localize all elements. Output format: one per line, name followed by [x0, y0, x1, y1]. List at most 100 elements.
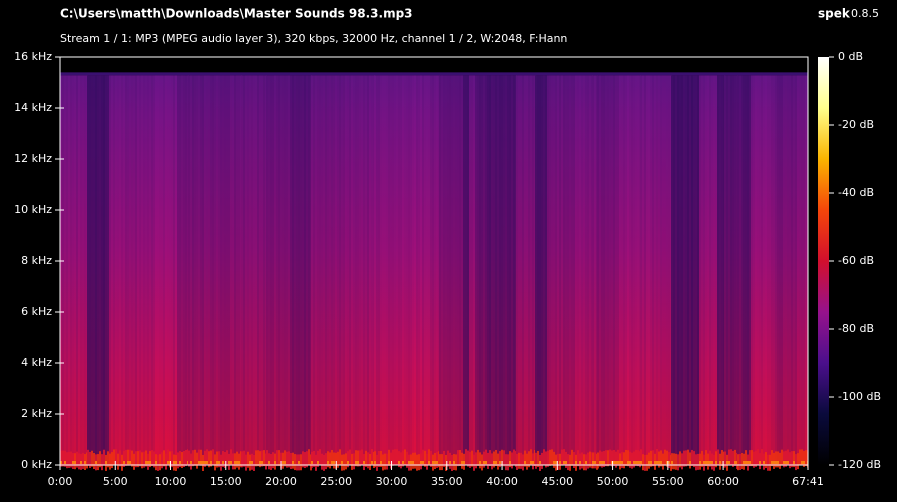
low-band-hot	[787, 461, 789, 464]
low-band	[524, 450, 526, 467]
low-band	[789, 452, 791, 469]
spectrum-shade	[621, 75, 623, 466]
spectrum-column	[153, 75, 155, 466]
y-tick-label: 8 kHz	[21, 254, 52, 267]
low-band	[169, 451, 171, 468]
y-tick-label: 10 kHz	[14, 203, 52, 216]
low-band-hot	[603, 461, 605, 464]
spectrum-shade	[795, 75, 797, 466]
low-band	[769, 454, 771, 471]
low-band	[380, 450, 382, 467]
low-band	[210, 450, 212, 467]
spectrum-column	[255, 75, 257, 466]
spectrum-column	[553, 75, 555, 466]
low-band	[185, 449, 187, 466]
spectrum-shade	[333, 75, 335, 466]
spectrum-shade	[739, 75, 741, 466]
low-band	[125, 449, 127, 466]
low-band	[384, 453, 386, 470]
low-band-hot	[408, 461, 410, 464]
spectrum-shade	[635, 75, 637, 466]
low-band	[732, 450, 734, 467]
spectrum-shade	[165, 75, 167, 465]
spectrum-shade	[78, 75, 80, 466]
low-band	[709, 450, 711, 467]
spectrum-shade	[675, 75, 677, 466]
low-band-hot	[261, 461, 263, 464]
low-band	[272, 452, 274, 469]
low-band	[541, 452, 543, 469]
low-band-hot	[449, 461, 451, 464]
low-band	[392, 449, 394, 466]
low-band-hot	[592, 461, 594, 464]
low-band	[668, 452, 670, 469]
spectrum-shade	[270, 75, 272, 466]
low-band	[127, 449, 129, 466]
spectrum-column	[791, 75, 793, 466]
spectrum-column	[238, 75, 240, 466]
spectrum-column	[266, 75, 268, 466]
spectrum-shade	[212, 75, 214, 466]
spectrum-column	[232, 75, 234, 466]
low-band	[757, 449, 759, 466]
low-band-hot	[495, 461, 497, 464]
low-band-hot	[726, 461, 728, 464]
spectrum-column	[520, 75, 522, 466]
low-band-hot	[127, 461, 129, 464]
spectrum-shade	[380, 75, 382, 466]
spectrum-shade	[571, 75, 573, 466]
low-band	[327, 451, 329, 468]
low-band	[378, 450, 380, 467]
spectrum-column	[585, 75, 587, 466]
low-band	[551, 449, 553, 466]
spectrum-shade	[439, 75, 441, 466]
spectrum-shade	[361, 75, 363, 466]
spectrum-column	[571, 75, 573, 466]
spectrum-shade	[769, 75, 771, 466]
spectrum-shade	[355, 75, 357, 466]
low-band-hot	[206, 461, 208, 464]
low-band-hot	[763, 461, 765, 464]
spectrum-shade	[177, 75, 179, 466]
low-band	[157, 454, 159, 471]
x-tick-label: 60:00	[707, 475, 739, 488]
spectrum-column	[196, 75, 198, 466]
spectrum-shade	[97, 75, 99, 466]
spectrum-column	[451, 75, 453, 466]
spectrum-shade	[173, 75, 175, 466]
low-band	[607, 450, 609, 467]
spectrum-column	[765, 75, 767, 466]
spectrum-shade	[204, 75, 206, 466]
spectrum-column	[378, 75, 380, 466]
low-band-hot	[771, 461, 773, 464]
spectrum-shade	[434, 75, 436, 466]
spectrum-column	[516, 75, 518, 466]
spectrum-shade	[396, 75, 398, 466]
low-band-hot	[656, 461, 658, 464]
spectrum-shade	[321, 75, 323, 466]
spectrum-shade	[147, 75, 149, 466]
spectrum-shade	[581, 75, 583, 466]
spectrum-shade	[331, 75, 333, 466]
spectrum-shade	[194, 75, 196, 466]
low-band	[129, 449, 131, 466]
low-band	[400, 452, 402, 469]
low-band-hot	[728, 461, 730, 464]
low-band	[204, 450, 206, 467]
spectrum-column	[296, 75, 298, 466]
low-band	[553, 451, 555, 468]
low-band	[439, 454, 441, 471]
spectrum-column	[274, 75, 276, 466]
spectrum-column	[522, 75, 524, 466]
low-band-hot	[236, 461, 238, 464]
low-band-hot	[699, 461, 701, 464]
low-band-hot	[434, 461, 436, 464]
low-band	[497, 453, 499, 470]
spectrum-shade	[793, 75, 795, 466]
low-band	[165, 453, 167, 470]
low-band	[218, 451, 220, 468]
spectrum-column	[660, 75, 662, 466]
spectrum-shade	[642, 75, 644, 466]
spectrum-shade	[232, 75, 234, 466]
spectrum-column	[111, 75, 113, 466]
